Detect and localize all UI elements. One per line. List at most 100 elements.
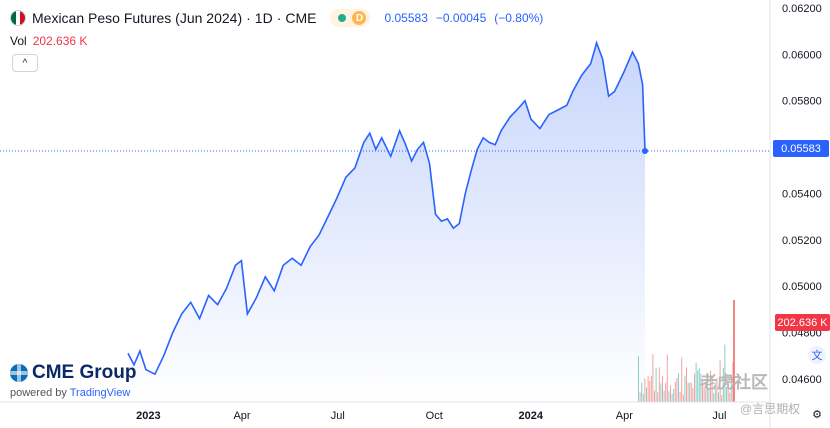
volume-bar	[716, 378, 718, 402]
symbol-title[interactable]: Mexican Peso Futures (Jun 2024)	[32, 10, 243, 26]
volume-value: 202.636 K	[32, 34, 88, 48]
volume-bar	[654, 390, 655, 402]
volume-bars	[638, 300, 735, 402]
interval-label[interactable]: 1D	[254, 10, 273, 26]
x-tick-label: Jul	[331, 410, 345, 422]
price-line	[127, 40, 646, 376]
y-tick-label: 0.05200	[782, 235, 822, 247]
cme-logo: CME Group	[10, 362, 137, 384]
tradingview-link[interactable]: TradingView	[69, 387, 131, 399]
powered-by: powered by TradingView	[10, 387, 137, 399]
volume-bar	[678, 373, 679, 402]
mexico-flag-icon	[10, 10, 26, 26]
y-tick-label: 0.06200	[782, 3, 822, 15]
translate-icon[interactable]: 文	[808, 346, 826, 364]
volume-bar	[641, 382, 643, 402]
separator: ·	[276, 10, 282, 26]
last-price-badge: 0.05583	[773, 140, 829, 157]
volume-bar	[673, 388, 675, 402]
separator: ·	[246, 10, 251, 26]
volume-bar	[713, 393, 715, 402]
x-tick-label: Apr	[616, 410, 633, 422]
volume-bar	[721, 395, 723, 402]
delayed-data-icon: D	[352, 11, 367, 25]
market-status-pill[interactable]: D	[330, 9, 371, 27]
volume-bar	[657, 392, 659, 402]
brand-logo[interactable]: CME Group powered by TradingView	[10, 362, 137, 399]
brand-name: CME Group	[32, 362, 137, 383]
x-tick-label: 2024	[518, 410, 543, 422]
last-price-marker	[642, 147, 649, 154]
volume-bar	[679, 391, 681, 402]
volume-bar	[671, 393, 673, 402]
volume-bar	[658, 367, 660, 402]
volume-bar	[722, 367, 724, 402]
volume-bar	[638, 356, 639, 402]
volume-bar	[694, 373, 695, 402]
volume-legend: Vol 202.636 K	[10, 34, 87, 48]
volume-bar	[687, 382, 689, 402]
volume-bar	[700, 373, 702, 402]
powered-label: powered by	[10, 387, 67, 399]
volume-bar	[639, 392, 641, 402]
volume-bar	[655, 367, 657, 402]
volume-bar	[714, 382, 716, 402]
volume-bar	[719, 360, 721, 402]
volume-bar	[710, 370, 711, 402]
volume-bar	[690, 382, 692, 402]
volume-bar	[686, 367, 687, 402]
volume-bar	[662, 375, 663, 402]
volume-bar	[727, 389, 729, 402]
volume-bar	[732, 362, 734, 402]
exchange-label: CME	[285, 10, 317, 26]
volume-bar	[730, 374, 732, 402]
volume-bar	[684, 375, 686, 402]
settings-icon[interactable]: ⚙	[812, 408, 822, 421]
volume-bar	[706, 375, 708, 402]
time-axis: 2023 Apr Jul Oct 2024 Apr Jul	[136, 410, 726, 422]
volume-bar	[652, 354, 654, 402]
volume-bar	[681, 357, 683, 402]
collapse-legend-button[interactable]: ^	[12, 54, 38, 72]
volume-bar	[666, 354, 668, 402]
volume-bar	[646, 387, 647, 402]
volume-bar	[642, 393, 644, 402]
volume-bar	[665, 382, 667, 402]
last-price: 0.05583	[384, 11, 428, 25]
volume-bar	[702, 379, 703, 402]
volume-bar	[674, 381, 676, 402]
volume-bar	[647, 376, 649, 402]
price-area-fill	[128, 42, 645, 403]
chevron-up-icon: ^	[22, 57, 28, 69]
y-tick-label: 0.04600	[782, 374, 822, 386]
volume-bar	[711, 378, 713, 402]
volume-badge: 202.636 K	[775, 314, 830, 331]
volume-label: Vol	[10, 34, 27, 48]
volume-bar	[650, 375, 652, 402]
volume-bar	[689, 382, 691, 402]
watermark: 老虎社区	[700, 373, 768, 392]
volume-bar	[698, 368, 700, 402]
volume-bar	[708, 387, 710, 402]
volume-bar	[649, 381, 651, 402]
volume-bar	[726, 386, 727, 402]
volume-bar	[718, 392, 719, 402]
volume-bar	[695, 362, 697, 402]
y-tick-label: 0.05800	[782, 96, 822, 108]
price-values: 0.05583 −0.00045 (−0.80%)	[384, 11, 543, 25]
y-tick-label: 0.06000	[782, 49, 822, 61]
x-tick-label: Oct	[426, 410, 443, 422]
volume-bar	[668, 391, 670, 402]
volume-bar	[703, 386, 705, 402]
globe-icon	[10, 364, 28, 382]
volume-bar-last	[733, 300, 735, 402]
volume-bar	[644, 378, 646, 402]
volume-bar	[676, 377, 678, 402]
y-tick-label: 0.05400	[782, 188, 822, 200]
watermark-handle: @言思期权	[740, 402, 801, 416]
volume-bar	[663, 390, 665, 402]
chart-header: Mexican Peso Futures (Jun 2024) · 1D · C…	[10, 8, 543, 28]
volume-bar	[729, 392, 731, 402]
x-tick-label: Apr	[233, 410, 250, 422]
